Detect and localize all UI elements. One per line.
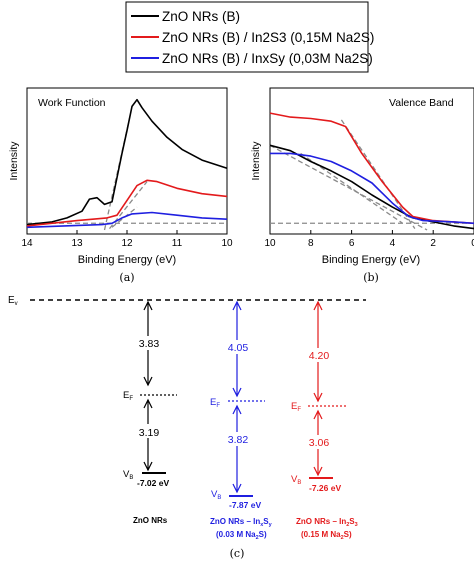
- valence-band-chart: Valence Band Intensity Binding Energy (e…: [250, 87, 474, 284]
- legend-label-inxsy: ZnO NRs (B) / InxSy (0,03M Na2S): [162, 51, 373, 66]
- x-tick-label-a-1: 13: [71, 238, 83, 249]
- vb-value-zno: -7.02 eV: [137, 478, 169, 488]
- vb-value-inxsy: -7.87 eV: [229, 500, 261, 510]
- x-tick-label-b-0: 10: [264, 238, 276, 249]
- x-tick-label-b-4: 2: [430, 238, 436, 249]
- x-tick-label-a-4: 10: [221, 238, 233, 249]
- sample-label-inxsy: ZnO NRs – InxSy: [210, 517, 273, 528]
- y-axis-label-a: Intensity: [8, 141, 20, 181]
- plot-frame-b: [269, 87, 474, 235]
- work-function-chart: Work Function Intensity Binding Energy (…: [8, 87, 233, 284]
- fermi-label-in2s3: EF: [291, 401, 301, 413]
- sample-label-in2s3: ZnO NRs – In2S3: [296, 517, 358, 528]
- x-axis-label-a: Binding Energy (eV): [78, 254, 176, 266]
- panel-label-c: (c): [230, 547, 245, 560]
- y-axis-label-b: Intensity: [250, 141, 262, 181]
- series-line-b-2: [270, 152, 474, 225]
- vb-label-inxsy: VB: [211, 489, 221, 501]
- fermi-label-zno: EF: [123, 390, 133, 402]
- panel-label-b: (b): [363, 271, 379, 284]
- x-tick-label-a-2: 12: [121, 238, 133, 249]
- gap-value-in2s3: 3.06: [309, 437, 330, 449]
- band-column-inxsy: 4.05 EF 3.82 VB -7.87 eV ZnO NRs – InxSy…: [210, 300, 273, 541]
- energy-band-diagram: Ev 3.83 EF 3.19 VB -7.02 eV ZnO NRs: [8, 295, 366, 560]
- vacuum-level-label: Ev: [8, 295, 18, 307]
- series-line-b-0: [269, 144, 474, 230]
- x-tick-label-b-1: 8: [308, 238, 314, 249]
- fermi-label-inxsy: EF: [210, 397, 220, 409]
- sample-concentration-in2s3: (0.15 M Na2S): [301, 530, 352, 541]
- plot-frame-a: [26, 87, 228, 235]
- series-line-a-0: [26, 98, 228, 226]
- sample-label-zno: ZnO NRs: [133, 516, 168, 525]
- x-tick-label-b-5: 0: [471, 238, 474, 249]
- work-function-value-inxsy: 4.05: [228, 342, 249, 354]
- vb-label-zno: VB: [123, 469, 133, 481]
- legend: ZnO NRs (B) ZnO NRs (B) / In2S3 (0,15M N…: [125, 1, 374, 73]
- x-axis-label-b: Binding Energy (eV): [322, 254, 420, 266]
- gap-value-inxsy: 3.82: [228, 434, 249, 446]
- guide-line-b-2: [269, 144, 428, 231]
- panel-label-a: (a): [119, 271, 134, 284]
- band-column-in2s3: 4.20 EF 3.06 VB -7.26 eV ZnO NRs – In2S3…: [291, 300, 358, 541]
- x-tick-label-b-3: 4: [390, 238, 396, 249]
- legend-label-zno: ZnO NRs (B): [162, 9, 240, 24]
- work-function-value-in2s3: 4.20: [309, 350, 330, 362]
- x-tick-label-a-0: 14: [21, 238, 33, 249]
- chart-title-b: Valence Band: [389, 97, 454, 109]
- legend-label-in2s3: ZnO NRs (B) / In2S3 (0,15M Na2S): [162, 30, 374, 45]
- series-line-a-1: [26, 179, 228, 227]
- band-column-zno: 3.83 EF 3.19 VB -7.02 eV ZnO NRs: [123, 300, 177, 525]
- vb-value-in2s3: -7.26 eV: [309, 483, 341, 493]
- series-line-a-2: [26, 211, 228, 229]
- sample-concentration-inxsy: (0.03 M Na2S): [216, 530, 267, 541]
- vb-label-in2s3: VB: [291, 474, 301, 486]
- guide-line-b-1: [340, 119, 416, 229]
- chart-title-a: Work Function: [38, 97, 106, 109]
- x-tick-label-a-3: 11: [172, 238, 183, 249]
- work-function-value-zno: 3.83: [139, 338, 160, 350]
- x-tick-label-b-2: 6: [349, 238, 355, 249]
- series-line-b-1: [269, 112, 474, 225]
- gap-value-zno: 3.19: [139, 427, 160, 439]
